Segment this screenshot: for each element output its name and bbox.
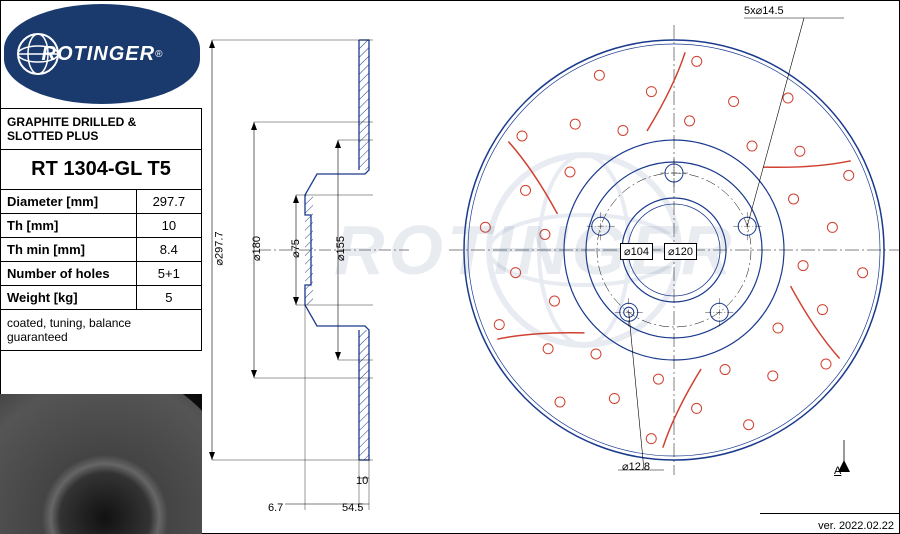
dim-hat-depth: 54.5 [342,502,363,514]
spec-label: Th [mm] [1,214,137,238]
spec-value: 5+1 [136,262,201,286]
dim-section: A [834,465,841,477]
dim-center-a: ⌀104 [620,243,653,260]
dim-thickness: 10 [356,475,368,487]
globe-icon [16,32,60,76]
spec-value: 8.4 [136,238,201,262]
version-divider [760,513,900,514]
brand-logo: ROTINGER® [4,4,200,104]
spec-value: 297.7 [136,190,201,214]
spec-label: Number of holes [1,262,137,286]
spec-footer: coated, tuning, balance guaranteed [1,310,202,351]
technical-drawing: ROTINGER ⌀297.7 ⌀180 ⌀75 ⌀155 10 6.7 54.… [204,0,900,534]
dim-outer-dia: ⌀297.7 [213,231,226,265]
dim-step-dia: ⌀155 [334,236,347,261]
spec-label: Th min [mm] [1,238,137,262]
dim-front-hole: 5x⌀14.5 [744,4,784,17]
dim-bolt-circle: ⌀180 [250,236,263,261]
product-subtitle: GRAPHITE DRILLED & SLOTTED PLUS [1,109,202,150]
dim-small-hole: ⌀12.8 [622,460,650,473]
version-label: ver. 2022.02.22 [818,520,894,532]
registered-mark: ® [155,49,162,60]
spec-label: Weight [kg] [1,286,137,310]
drawing-svg [204,0,900,534]
dim-hub-dia: ⌀75 [289,239,302,258]
part-number: RT 1304-GL T5 [1,150,202,190]
dim-center-b: ⌀120 [664,243,697,260]
spec-table: GRAPHITE DRILLED & SLOTTED PLUS RT 1304-… [0,108,202,351]
dim-offset: 6.7 [268,502,283,514]
product-thumbnail [0,394,202,534]
spec-label: Diameter [mm] [1,190,137,214]
spec-value: 10 [136,214,201,238]
spec-value: 5 [136,286,201,310]
